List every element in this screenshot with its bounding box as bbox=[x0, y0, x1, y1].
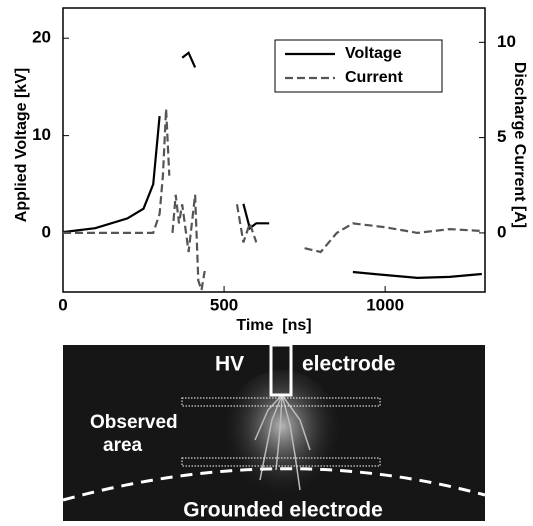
observed-area-bottom bbox=[181, 457, 381, 467]
y-tick-label: 0 bbox=[42, 223, 51, 242]
photo-label: electrode bbox=[302, 353, 395, 376]
photo: HV electrode Observed area Grounded elec… bbox=[62, 343, 486, 522]
streamers bbox=[254, 394, 311, 491]
series-line bbox=[63, 108, 482, 291]
y2-tick-label: 10 bbox=[497, 32, 516, 51]
photo-label: HV bbox=[215, 353, 244, 376]
photo-label: Observed bbox=[90, 412, 178, 433]
legend-label: Current bbox=[345, 69, 403, 86]
x-axis-label: Time [ns] bbox=[236, 317, 311, 334]
plot-frame bbox=[62, 7, 486, 293]
grounded-electrode-outline bbox=[62, 467, 486, 502]
x-tick-label: 500 bbox=[210, 295, 238, 314]
y-axis-label: Applied Voltage [kV] bbox=[13, 68, 30, 222]
y2-tick-label: 0 bbox=[497, 222, 506, 241]
y-tick-label: 10 bbox=[32, 125, 51, 144]
observed-area-top bbox=[181, 397, 381, 407]
y2-tick-label: 5 bbox=[497, 127, 506, 146]
series-line bbox=[62, 51, 482, 280]
photo-label: Grounded electrode bbox=[183, 499, 383, 521]
discharge-glow bbox=[222, 370, 342, 510]
legend-box bbox=[274, 39, 443, 93]
legend-label: Voltage bbox=[345, 45, 402, 62]
y-tick-label: 20 bbox=[32, 28, 51, 47]
y2-axis-label: Discharge Current [A] bbox=[511, 62, 528, 228]
x-tick-label: 0 bbox=[58, 295, 67, 314]
photo-label: area bbox=[103, 435, 143, 456]
x-tick-label: 1000 bbox=[366, 295, 404, 314]
hv-electrode bbox=[269, 343, 293, 397]
